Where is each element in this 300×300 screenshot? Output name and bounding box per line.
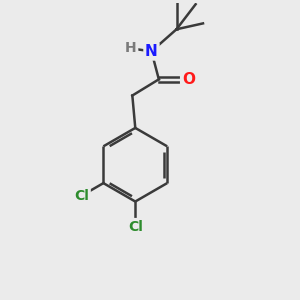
Text: Cl: Cl — [74, 189, 89, 202]
Text: H: H — [125, 41, 137, 56]
Text: Cl: Cl — [128, 220, 143, 234]
Text: O: O — [182, 72, 195, 87]
Text: N: N — [145, 44, 158, 59]
